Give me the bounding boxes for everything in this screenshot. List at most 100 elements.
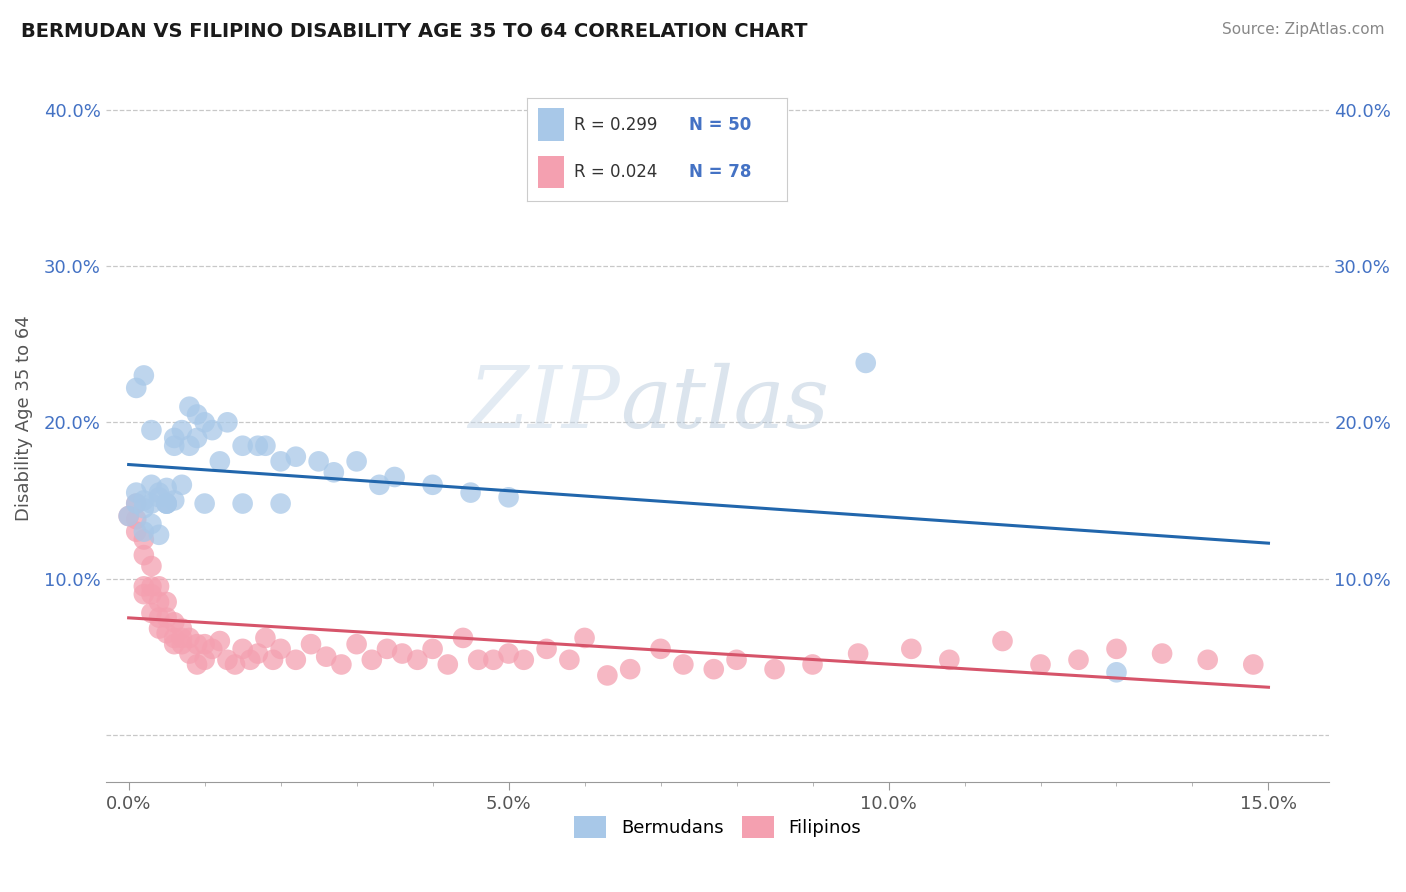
Point [179,631,201,645]
Point [938,653,960,667]
Point [703,662,725,676]
Point [270,454,292,468]
Point [186,637,208,651]
Bar [537,155,564,188]
Point [574,631,596,645]
Point [232,497,254,511]
Point [619,662,641,676]
Text: N = 78: N = 78 [689,163,751,181]
Point [163,493,186,508]
Point [725,653,748,667]
Point [224,657,246,672]
Point [163,631,186,645]
Point [163,615,186,630]
Point [163,637,186,651]
Point [194,497,217,511]
Point [194,415,217,429]
Point [148,491,170,505]
Point [1067,653,1090,667]
Point [117,509,139,524]
Point [1241,657,1264,672]
Point [406,653,429,667]
Point [232,439,254,453]
Point [170,631,193,645]
Point [141,559,163,574]
Point [170,423,193,437]
Point [208,634,231,648]
Point [467,653,489,667]
Text: R = 0.299: R = 0.299 [574,116,658,134]
Point [148,579,170,593]
Point [436,657,458,672]
Point [194,653,217,667]
Point [270,641,292,656]
Point [498,647,520,661]
Point [558,653,581,667]
Point [460,485,482,500]
Point [132,533,155,547]
Point [125,381,148,395]
Legend: Bermudans, Filipinos: Bermudans, Filipinos [567,809,869,846]
Point [217,653,239,667]
Point [156,497,179,511]
Point [991,634,1014,648]
Point [650,641,672,656]
Point [299,637,322,651]
Point [170,622,193,636]
Point [208,454,231,468]
Point [360,653,382,667]
Point [422,478,444,492]
Point [117,509,139,524]
Point [141,587,163,601]
Point [170,478,193,492]
Point [246,647,269,661]
Point [482,653,505,667]
Point [672,657,695,672]
Point [132,579,155,593]
Point [368,478,391,492]
Point [596,668,619,682]
Text: N = 50: N = 50 [689,116,751,134]
Point [186,408,208,422]
Point [148,528,170,542]
Point [1105,641,1128,656]
Point [125,485,148,500]
Point [900,641,922,656]
Point [141,579,163,593]
Point [375,641,398,656]
Point [141,423,163,437]
Point [179,439,201,453]
Point [498,491,520,505]
Point [132,368,155,383]
Point [246,439,269,453]
Point [346,637,368,651]
Point [141,516,163,531]
Point [451,631,474,645]
Point [156,626,179,640]
Point [148,485,170,500]
Text: R = 0.024: R = 0.024 [574,163,658,181]
Point [262,653,284,667]
Point [315,649,337,664]
Point [232,641,254,656]
Point [284,450,307,464]
Point [763,662,786,676]
Point [217,415,239,429]
Point [156,497,179,511]
Point [330,657,353,672]
Point [132,501,155,516]
Point [254,631,277,645]
Point [132,548,155,562]
Text: Source: ZipAtlas.com: Source: ZipAtlas.com [1222,22,1385,37]
Point [156,497,179,511]
Point [156,481,179,495]
Text: BERMUDAN VS FILIPINO DISABILITY AGE 35 TO 64 CORRELATION CHART: BERMUDAN VS FILIPINO DISABILITY AGE 35 T… [21,22,807,41]
Point [1105,665,1128,680]
Point [284,653,307,667]
Point [239,653,262,667]
Point [125,497,148,511]
Point [801,657,824,672]
Point [322,465,344,479]
Point [846,647,869,661]
Point [254,439,277,453]
